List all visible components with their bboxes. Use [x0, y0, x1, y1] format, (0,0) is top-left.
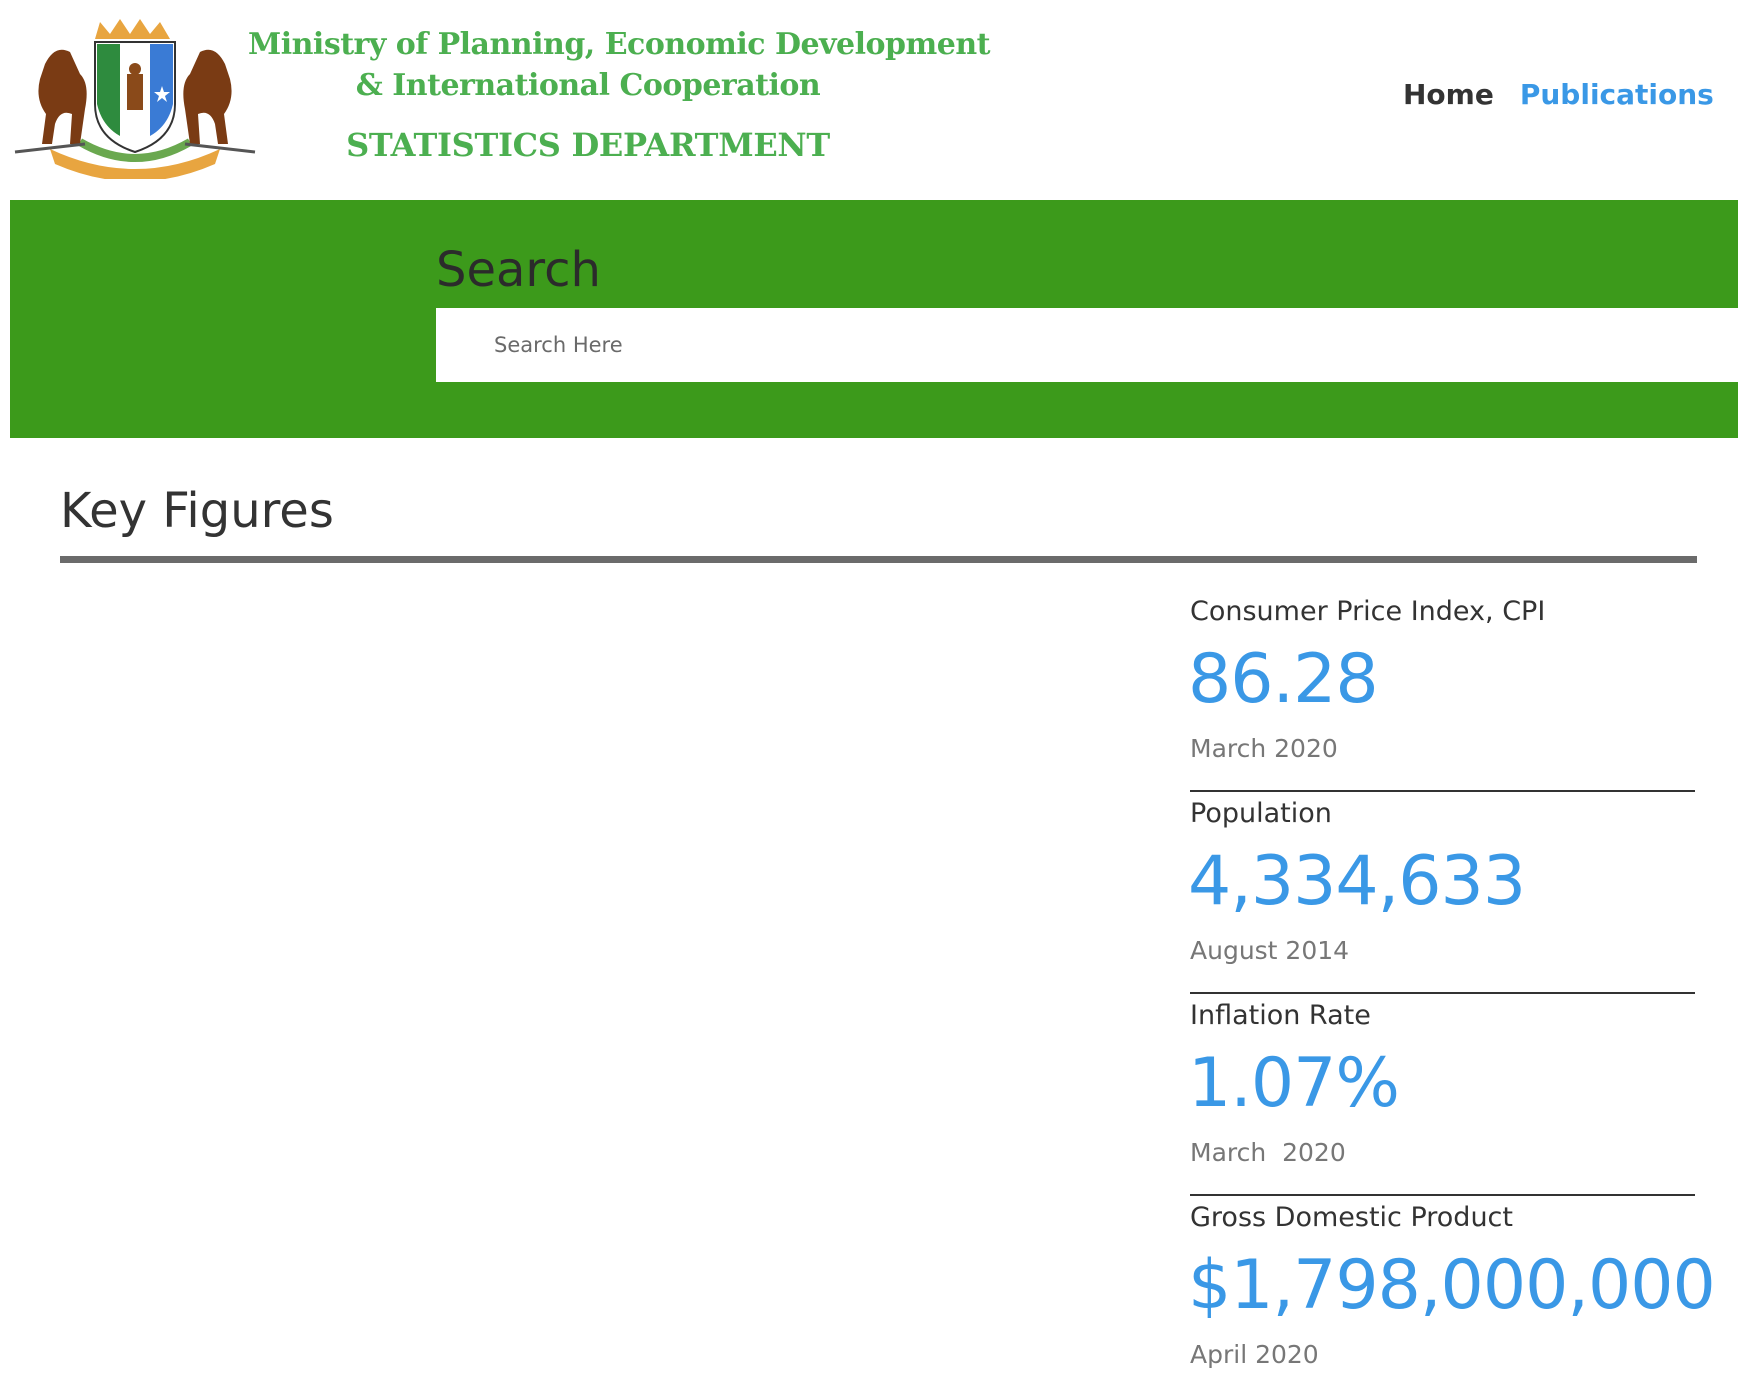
search-banner: Search [10, 200, 1738, 438]
nav-home-link[interactable]: Home [1403, 78, 1494, 111]
figure-date: March 2020 [1190, 1138, 1346, 1167]
figure-date: August 2014 [1190, 936, 1350, 965]
figure-date: March 2020 [1190, 734, 1338, 763]
figure-inflation: Inflation Rate 1.07% March 2020 [1188, 994, 1695, 1196]
figure-label: Inflation Rate [1190, 1000, 1371, 1031]
figure-cpi: Consumer Price Index, CPI 86.28 March 20… [1188, 590, 1695, 792]
site-header: Ministry of Planning, Economic Developme… [10, 0, 1738, 200]
main-nav: HomePublicationsC [1403, 78, 1738, 111]
search-input[interactable] [436, 308, 1738, 382]
figure-label: Consumer Price Index, CPI [1190, 596, 1546, 627]
key-figures-heading: Key Figures [60, 483, 334, 539]
ministry-title-line2: & International Cooperation [355, 68, 821, 103]
search-heading: Search [436, 242, 601, 298]
figure-population: Population 4,334,633 August 2014 [1188, 792, 1695, 994]
figure-value: 4,334,633 [1188, 842, 1526, 921]
key-figures-divider [60, 556, 1697, 563]
nav-publications-link[interactable]: Publications [1519, 78, 1714, 111]
figure-label: Population [1190, 798, 1332, 829]
department-title: STATISTICS DEPARTMENT [346, 126, 830, 164]
figure-gdp: Gross Domestic Product $1,798,000,000 Ap… [1188, 1196, 1716, 1376]
figure-date: April 2020 [1190, 1340, 1319, 1369]
figure-value: 1.07% [1188, 1044, 1400, 1123]
coat-of-arms-logo[interactable] [10, 14, 260, 179]
figure-label: Gross Domestic Product [1190, 1202, 1513, 1233]
ministry-title-line1: Ministry of Planning, Economic Developme… [248, 27, 991, 62]
figure-value: 86.28 [1188, 640, 1379, 719]
key-figures-list: Consumer Price Index, CPI 86.28 March 20… [1188, 590, 1716, 1376]
figure-value: $1,798,000,000 [1188, 1246, 1716, 1325]
